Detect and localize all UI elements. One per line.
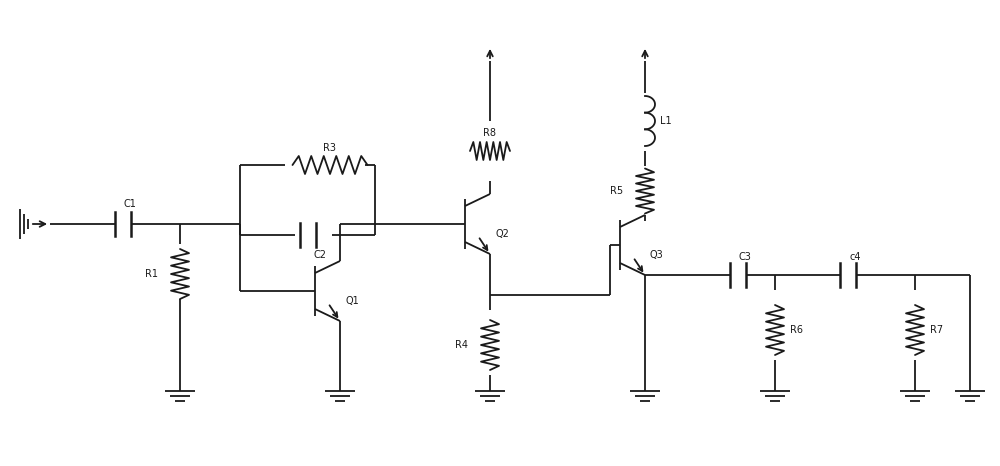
Text: R1: R1	[145, 269, 158, 279]
Text: R4: R4	[455, 340, 468, 350]
Text: C2: C2	[314, 250, 326, 260]
Text: C3: C3	[739, 252, 751, 262]
Text: Q2: Q2	[495, 229, 509, 239]
Text: C1: C1	[124, 199, 136, 209]
Text: R6: R6	[790, 325, 803, 335]
Text: R3: R3	[324, 143, 336, 153]
Text: L1: L1	[660, 116, 672, 126]
Text: R8: R8	[484, 128, 496, 138]
Text: Q3: Q3	[650, 250, 664, 260]
Text: R5: R5	[610, 186, 623, 196]
Text: Q1: Q1	[345, 296, 359, 306]
Text: c4: c4	[849, 252, 861, 262]
Text: R7: R7	[930, 325, 943, 335]
